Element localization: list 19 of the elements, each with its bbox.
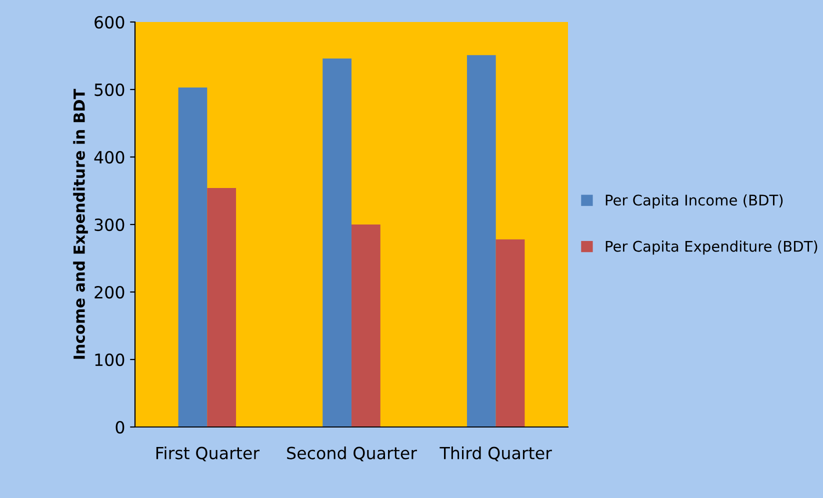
y-tick-label: 300 [94, 218, 124, 232]
bar [322, 58, 352, 427]
y-tick-label: 0 [116, 420, 124, 434]
bar [178, 87, 208, 427]
x-tick-label: First Quarter [156, 446, 260, 462]
bar [352, 224, 380, 427]
y-tick-label: 600 [94, 16, 124, 29]
bar [466, 55, 496, 427]
legend-label: Per Capita Income (BDT) [606, 194, 783, 208]
y-tick-label: 200 [94, 286, 124, 299]
y-tick-label: 100 [95, 353, 124, 366]
y-axis-title: Income and Expenditure in BDT [73, 88, 88, 359]
bar [207, 188, 236, 427]
bar [496, 239, 525, 427]
x-tick-label: Third Quarter [440, 446, 552, 462]
y-tick-label: 500 [94, 83, 124, 96]
x-tick-label: Second Quarter [287, 446, 418, 462]
y-tick-label: 400 [94, 150, 124, 164]
legend-label: Per Capita Expenditure (BDT) [606, 240, 818, 255]
